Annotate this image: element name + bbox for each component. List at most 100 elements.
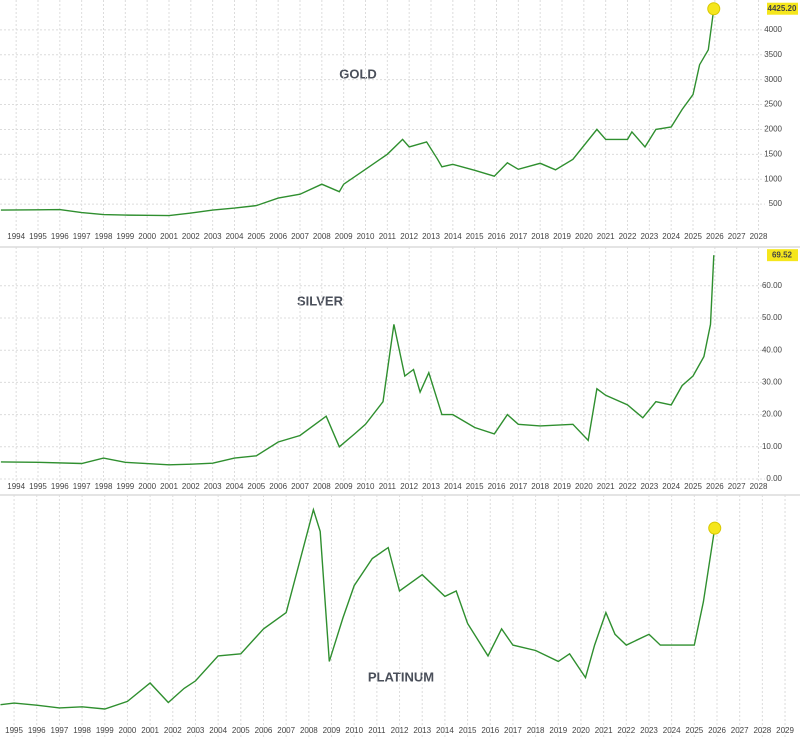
- x-tick-label: 2003: [204, 482, 222, 491]
- y-tick-label: 1500: [764, 149, 782, 158]
- x-tick-label: 2004: [209, 726, 227, 735]
- x-tick-label: 2002: [182, 482, 200, 491]
- y-tick-label: 40.00: [762, 345, 783, 354]
- x-tick-label: 2026: [706, 482, 724, 491]
- x-tick-label: 2022: [619, 482, 637, 491]
- x-tick-label: 2001: [160, 482, 178, 491]
- x-tick-label: 2009: [323, 726, 341, 735]
- x-tick-label: 2025: [684, 232, 702, 241]
- x-tick-label: 1998: [95, 482, 113, 491]
- x-tick-label: 2007: [291, 232, 309, 241]
- x-tick-label: 1999: [116, 232, 134, 241]
- x-tick-label: 1999: [116, 482, 134, 491]
- x-tick-label: 2024: [662, 232, 680, 241]
- x-tick-label: 2017: [504, 726, 522, 735]
- x-tick-label: 2007: [291, 482, 309, 491]
- last-value-label: 4425.20: [768, 4, 797, 13]
- x-tick-label: 2019: [549, 726, 567, 735]
- x-tick-label: 2017: [509, 232, 527, 241]
- x-tick-label: 2016: [488, 232, 506, 241]
- x-tick-label: 1997: [51, 726, 69, 735]
- x-tick-label: 2015: [466, 232, 484, 241]
- x-tick-label: 2013: [413, 726, 431, 735]
- chart-title: GOLD: [339, 66, 377, 81]
- x-tick-label: 2009: [335, 482, 353, 491]
- y-tick-label: 20.00: [762, 410, 783, 419]
- price-line: [0, 8, 715, 217]
- x-tick-label: 2012: [400, 482, 418, 491]
- x-tick-label: 2022: [617, 726, 635, 735]
- chart-title: SILVER: [297, 293, 344, 308]
- y-tick-label: 30.00: [762, 378, 783, 387]
- x-tick-label: 1996: [28, 726, 46, 735]
- x-tick-label: 2009: [335, 232, 353, 241]
- x-tick-label: 2029: [776, 726, 794, 735]
- x-tick-label: 2028: [750, 232, 768, 241]
- x-tick-label: 2003: [204, 232, 222, 241]
- y-tick-label: 60.00: [762, 281, 783, 290]
- x-tick-label: 2006: [269, 232, 287, 241]
- x-tick-label: 1999: [96, 726, 114, 735]
- x-tick-label: 2016: [488, 482, 506, 491]
- x-tick-label: 2027: [731, 726, 749, 735]
- x-tick-label: 2008: [313, 482, 331, 491]
- x-tick-label: 2008: [313, 232, 331, 241]
- last-value-tag: [767, 2, 798, 15]
- x-tick-label: 2018: [531, 482, 549, 491]
- x-tick-label: 2017: [509, 482, 527, 491]
- x-tick-label: 2013: [422, 482, 440, 491]
- x-tick-label: 2027: [728, 482, 746, 491]
- x-tick-label: 2021: [597, 232, 615, 241]
- x-tick-label: 1997: [73, 482, 91, 491]
- x-tick-label: 1996: [51, 232, 69, 241]
- x-tick-label: 2023: [640, 482, 658, 491]
- x-tick-label: 2026: [706, 232, 724, 241]
- x-tick-label: 2015: [466, 482, 484, 491]
- y-tick-label: 2500: [764, 100, 782, 109]
- x-tick-label: 2005: [247, 482, 265, 491]
- x-tick-label: 2023: [640, 232, 658, 241]
- x-tick-label: 2001: [160, 232, 178, 241]
- x-tick-label: 2000: [138, 232, 156, 241]
- x-tick-label: 2002: [164, 726, 182, 735]
- x-tick-label: 2026: [708, 726, 726, 735]
- x-tick-label: 2010: [345, 726, 363, 735]
- x-tick-label: 2005: [247, 232, 265, 241]
- x-tick-label: 2023: [640, 726, 658, 735]
- x-tick-label: 2012: [391, 726, 409, 735]
- x-tick-label: 2012: [400, 232, 418, 241]
- x-tick-label: 2007: [277, 726, 295, 735]
- x-tick-label: 2025: [685, 726, 703, 735]
- x-tick-label: 1995: [5, 726, 23, 735]
- x-tick-label: 2016: [481, 726, 499, 735]
- x-tick-label: 2015: [459, 726, 477, 735]
- x-tick-label: 2020: [572, 726, 590, 735]
- x-tick-label: 1998: [73, 726, 91, 735]
- x-tick-label: 2020: [575, 482, 593, 491]
- x-tick-label: 1994: [7, 482, 25, 491]
- x-tick-label: 2014: [436, 726, 454, 735]
- x-tick-label: 2019: [553, 482, 571, 491]
- y-tick-label: 0.00: [766, 474, 782, 483]
- x-tick-label: 2028: [753, 726, 771, 735]
- x-tick-label: 2018: [527, 726, 545, 735]
- x-tick-label: 2022: [619, 232, 637, 241]
- y-tick-label: 4000: [764, 25, 782, 34]
- y-tick-label: 1000: [764, 174, 782, 183]
- x-tick-label: 2008: [300, 726, 318, 735]
- y-tick-label: 50.00: [762, 313, 783, 322]
- last-point-marker: [708, 521, 722, 535]
- x-tick-label: 2020: [575, 232, 593, 241]
- last-value-tag: [767, 249, 798, 262]
- x-tick-label: 2019: [553, 232, 571, 241]
- price-line: [0, 255, 715, 466]
- y-tick-label: 10.00: [762, 442, 783, 451]
- y-tick-label: 2000: [764, 125, 782, 134]
- x-tick-label: 1998: [95, 232, 113, 241]
- x-tick-label: 2011: [379, 232, 397, 241]
- x-tick-label: 2006: [255, 726, 273, 735]
- price-line: [0, 507, 716, 710]
- x-tick-label: 2001: [141, 726, 159, 735]
- x-tick-label: 2011: [379, 482, 397, 491]
- x-tick-label: 1995: [29, 232, 47, 241]
